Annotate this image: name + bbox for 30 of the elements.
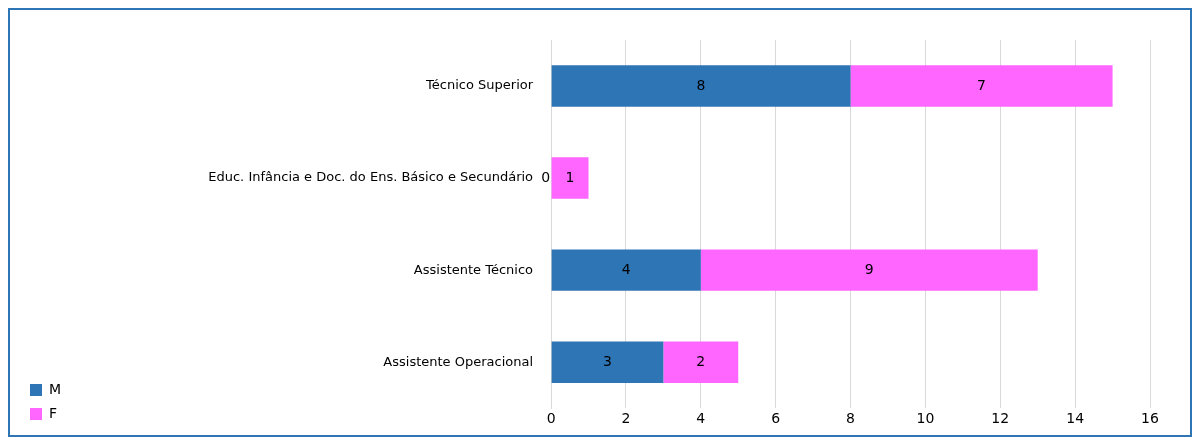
data-label: 0 <box>541 168 551 185</box>
x-tick-label: 4 <box>696 410 706 427</box>
data-label: 7 <box>977 76 987 93</box>
bar <box>700 249 1038 291</box>
x-tick-label: 2 <box>621 410 631 427</box>
y-tick-label: Educ. Infância e Doc. do Ens. Básico e Secundário <box>208 169 534 185</box>
data-label: 1 <box>565 168 575 185</box>
bar <box>551 341 664 383</box>
x-tick-label: 12 <box>991 410 1010 427</box>
x-tick-label: 6 <box>771 410 781 427</box>
data-label: 4 <box>621 260 631 277</box>
data-label: 9 <box>864 260 874 277</box>
data-label: 3 <box>603 352 612 369</box>
bar <box>551 157 589 199</box>
data-label: 8 <box>696 76 706 93</box>
x-tick-label: 14 <box>1066 410 1085 427</box>
data-label: 2 <box>696 352 706 369</box>
y-tick-label: Assistente Operacional <box>383 353 534 369</box>
x-tick-label: 16 <box>1141 410 1159 427</box>
x-tick-label: 10 <box>916 410 935 427</box>
bar <box>551 249 701 291</box>
bar <box>663 341 739 383</box>
x-tick-label: 8 <box>846 410 855 427</box>
bar <box>850 65 1113 107</box>
x-tick-label: 0 <box>546 410 556 427</box>
legend-label: M <box>49 380 62 397</box>
y-tick-label: Técnico Superior <box>425 77 534 93</box>
y-tick-label: Assistente Técnico <box>413 261 534 277</box>
legend-label: F <box>49 404 58 421</box>
bar <box>551 65 851 107</box>
